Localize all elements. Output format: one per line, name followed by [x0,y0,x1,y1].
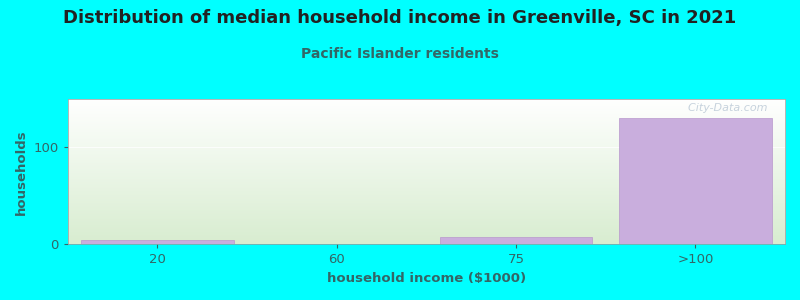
Bar [440,237,592,244]
X-axis label: household income ($1000): household income ($1000) [327,272,526,285]
Bar [82,240,234,244]
Text: City-Data.com: City-Data.com [681,103,767,113]
Text: Pacific Islander residents: Pacific Islander residents [301,46,499,61]
Y-axis label: households: households [15,129,28,214]
Bar [619,118,771,244]
Text: Distribution of median household income in Greenville, SC in 2021: Distribution of median household income … [63,9,737,27]
